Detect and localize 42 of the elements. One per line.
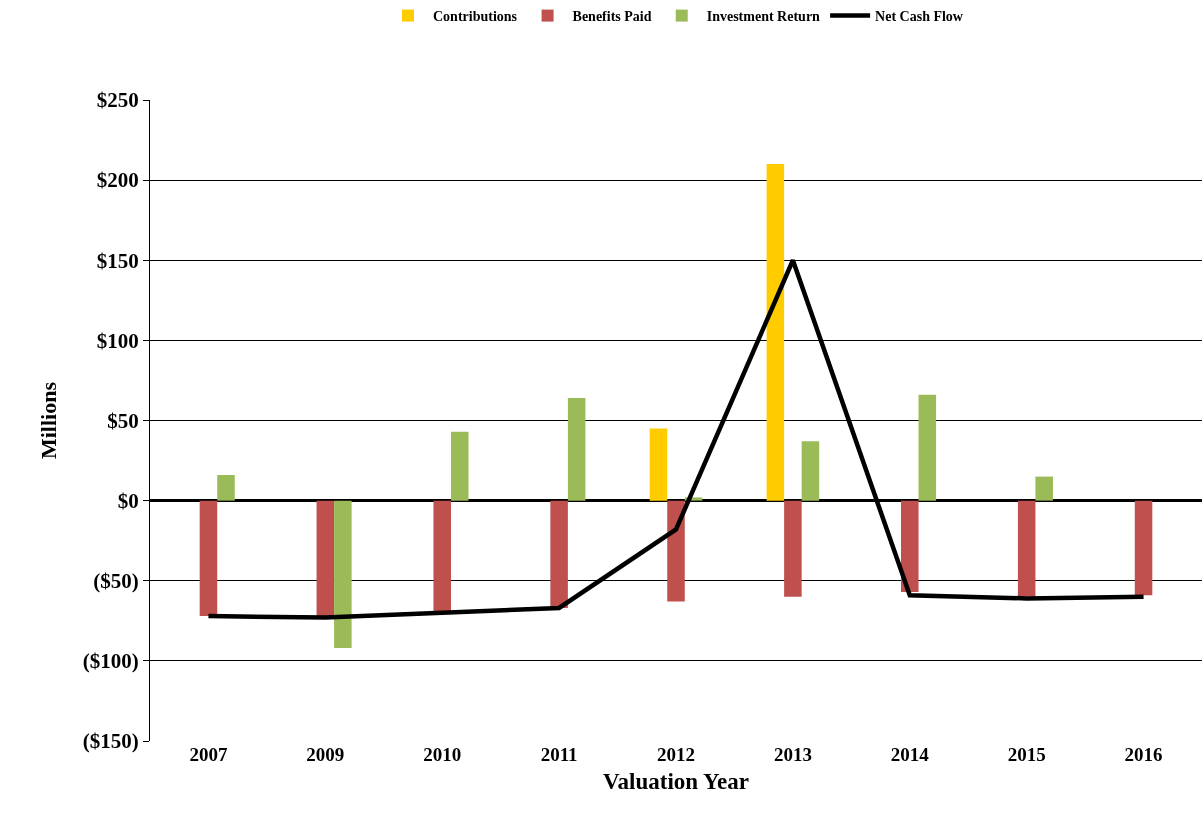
bar bbox=[1017, 500, 1036, 597]
x-tick-label: 2016 bbox=[1124, 744, 1163, 765]
bar bbox=[918, 394, 937, 501]
x-tick-label: 2007 bbox=[189, 744, 228, 765]
legend-label: Contributions bbox=[433, 9, 518, 25]
bar bbox=[1035, 476, 1053, 501]
legend-label: Net Cash Flow bbox=[875, 9, 964, 25]
bar bbox=[450, 431, 469, 501]
bar bbox=[433, 500, 451, 612]
y-tick-label: ($100) bbox=[82, 649, 139, 674]
y-tick-label: $0 bbox=[117, 488, 139, 513]
x-axis-title: Valuation Year bbox=[603, 768, 749, 794]
y-tick-label: $250 bbox=[96, 88, 139, 113]
x-tick-label: 2009 bbox=[306, 744, 345, 765]
y-tick-label: $50 bbox=[107, 408, 139, 433]
y-tick-label: $200 bbox=[96, 168, 139, 193]
x-tick-label: 2013 bbox=[773, 744, 812, 765]
y-tick-label: ($150) bbox=[82, 729, 139, 754]
bar bbox=[550, 500, 568, 608]
x-tick-label: 2015 bbox=[1007, 744, 1046, 765]
y-tick-label: $100 bbox=[96, 328, 139, 353]
bar bbox=[667, 500, 685, 602]
bar bbox=[649, 428, 668, 501]
bar bbox=[316, 500, 335, 617]
x-tick-label: 2010 bbox=[423, 744, 462, 765]
y-axis-title: Millions bbox=[35, 381, 61, 460]
bar bbox=[801, 441, 820, 501]
x-tick-label: 2012 bbox=[657, 744, 695, 765]
bar bbox=[217, 474, 235, 501]
x-tick-label: 2011 bbox=[540, 744, 578, 765]
x-tick-label: 2014 bbox=[890, 744, 930, 765]
legend-label: Investment Return bbox=[706, 9, 821, 25]
bar bbox=[567, 398, 586, 501]
bar bbox=[901, 500, 919, 592]
bar bbox=[199, 500, 218, 617]
bar bbox=[1134, 500, 1153, 596]
bar bbox=[784, 500, 802, 597]
bar bbox=[766, 164, 785, 501]
y-tick-label: $150 bbox=[96, 248, 139, 273]
y-tick-label: ($50) bbox=[93, 569, 139, 594]
bar bbox=[334, 500, 352, 649]
legend-label: Benefits Paid bbox=[572, 9, 652, 25]
